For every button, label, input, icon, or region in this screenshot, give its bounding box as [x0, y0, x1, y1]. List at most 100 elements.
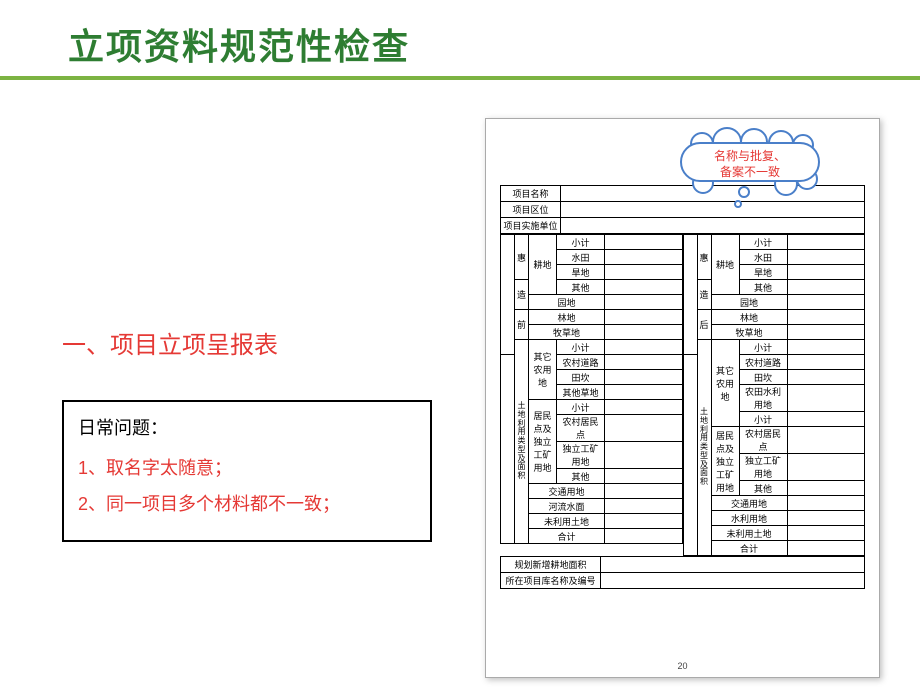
cell: 其他 — [739, 280, 787, 295]
cell: 小计 — [557, 340, 605, 355]
cell: 其他 — [739, 481, 787, 496]
cell — [787, 265, 864, 280]
cell — [787, 295, 864, 310]
cell: 其它农用地 — [711, 340, 739, 427]
issues-title: 日常问题： — [78, 414, 416, 440]
slide: 立项资料规范性检查 名称与批复、 备案不一致 一、项目立项呈报表 — [0, 0, 920, 690]
cell: 小计 — [557, 235, 605, 250]
footer-1-val — [601, 557, 865, 573]
cell: 田坎 — [739, 370, 787, 385]
cloud-line2: 备案不一致 — [720, 165, 780, 179]
main-table: 惠耕地小计 水田 旱地 造其他 园地 前林地 牧草地 土地利用类型及面积其它农用… — [500, 234, 865, 556]
cell: 独立工矿用地 — [557, 442, 605, 469]
form-document: 项目名称 项目区位 项目实施单位 惠耕地小计 水田 旱地 造其他 园地 前林地 — [485, 118, 880, 678]
hdr-unit: 项目实施单位 — [501, 218, 561, 234]
cell — [787, 235, 864, 250]
issue-2: 2、同一项目多个材料都不一致； — [78, 486, 416, 522]
cell: 牧草地 — [529, 325, 605, 340]
cell — [605, 442, 682, 469]
cell: 惠 — [697, 235, 711, 280]
cell — [605, 250, 682, 265]
cell: 其它农用地 — [529, 340, 557, 400]
cell: 水田 — [557, 250, 605, 265]
cell: 交通用地 — [711, 496, 787, 511]
cell: 农村居民点 — [557, 415, 605, 442]
footer-1: 规划新增耕地面积 — [501, 557, 601, 573]
issues-box: 日常问题： 1、取名字太随意； 2、同一项目多个材料都不一致； — [62, 400, 432, 542]
cell: 居民点及独立工矿用地 — [711, 427, 739, 496]
cell — [605, 529, 682, 544]
title-bar: 立项资料规范性检查 — [0, 0, 920, 80]
cell — [605, 310, 682, 325]
cell — [787, 541, 864, 556]
cell — [787, 370, 864, 385]
footer-table: 规划新增耕地面积 所在项目库名称及编号 — [500, 556, 865, 589]
cell — [605, 484, 682, 499]
section-heading: 一、项目立项呈报表 — [62, 325, 442, 360]
cell: 合计 — [711, 541, 787, 556]
cell — [787, 526, 864, 541]
cell — [605, 295, 682, 310]
cell: 林地 — [529, 310, 605, 325]
cell: 未利用土地 — [711, 526, 787, 541]
cell — [605, 385, 682, 400]
cell — [787, 412, 864, 427]
cell: 小计 — [557, 400, 605, 415]
cell — [605, 265, 682, 280]
cell — [787, 427, 864, 454]
cell: 居民点及独立工矿用地 — [529, 400, 557, 484]
cell — [787, 511, 864, 526]
callout-cloud: 名称与批复、 备案不一致 — [680, 142, 830, 190]
hdr-loc-val — [561, 202, 865, 218]
cell: 后 — [697, 310, 711, 340]
cell: 小计 — [739, 340, 787, 355]
hdr-unit-val — [561, 218, 865, 234]
cell — [787, 280, 864, 295]
cell: 造 — [515, 280, 529, 310]
cell — [605, 235, 682, 250]
cell — [787, 325, 864, 340]
side-label-right: 土地利用类型及面积 — [697, 340, 711, 556]
cell: 小计 — [739, 235, 787, 250]
cell: 农村居民点 — [739, 427, 787, 454]
cell — [787, 310, 864, 325]
cell — [787, 340, 864, 355]
cloud-body: 名称与批复、 备案不一致 — [680, 142, 820, 182]
cell — [605, 415, 682, 442]
cell: 园地 — [529, 295, 605, 310]
cell — [605, 370, 682, 385]
cell — [787, 385, 864, 412]
footer-2-val — [601, 573, 865, 589]
cell — [605, 400, 682, 415]
cloud-line1: 名称与批复、 — [714, 149, 786, 163]
cell: 牧草地 — [711, 325, 787, 340]
cell: 水利用地 — [711, 511, 787, 526]
issue-1: 1、取名字太随意； — [78, 450, 416, 486]
cell: 惠 — [515, 235, 529, 280]
cell: 独立工矿用地 — [739, 454, 787, 481]
cell — [787, 496, 864, 511]
cell: 园地 — [711, 295, 787, 310]
form-area: 项目名称 项目区位 项目实施单位 惠耕地小计 水田 旱地 造其他 园地 前林地 — [500, 185, 865, 589]
header-table: 项目名称 项目区位 项目实施单位 — [500, 185, 865, 234]
cell: 河流水面 — [529, 499, 605, 514]
content-area: 名称与批复、 备案不一致 一、项目立项呈报表 日常问题： 1、取名字太随意； 2… — [0, 80, 920, 680]
cell — [605, 514, 682, 529]
hdr-loc: 项目区位 — [501, 202, 561, 218]
cell: 其他草地 — [557, 385, 605, 400]
cell: 小计 — [739, 412, 787, 427]
cell: 合计 — [529, 529, 605, 544]
cell: 其他 — [557, 469, 605, 484]
cell — [605, 499, 682, 514]
cell: 农村道路 — [739, 355, 787, 370]
hdr-name: 项目名称 — [501, 186, 561, 202]
cell: 交通用地 — [529, 484, 605, 499]
cell — [787, 481, 864, 496]
slide-title: 立项资料规范性检查 — [68, 18, 920, 70]
cell: 林地 — [711, 310, 787, 325]
cell: 旱地 — [557, 265, 605, 280]
cell: 耕地 — [529, 235, 557, 295]
cell — [787, 454, 864, 481]
cell — [787, 250, 864, 265]
cell — [787, 355, 864, 370]
